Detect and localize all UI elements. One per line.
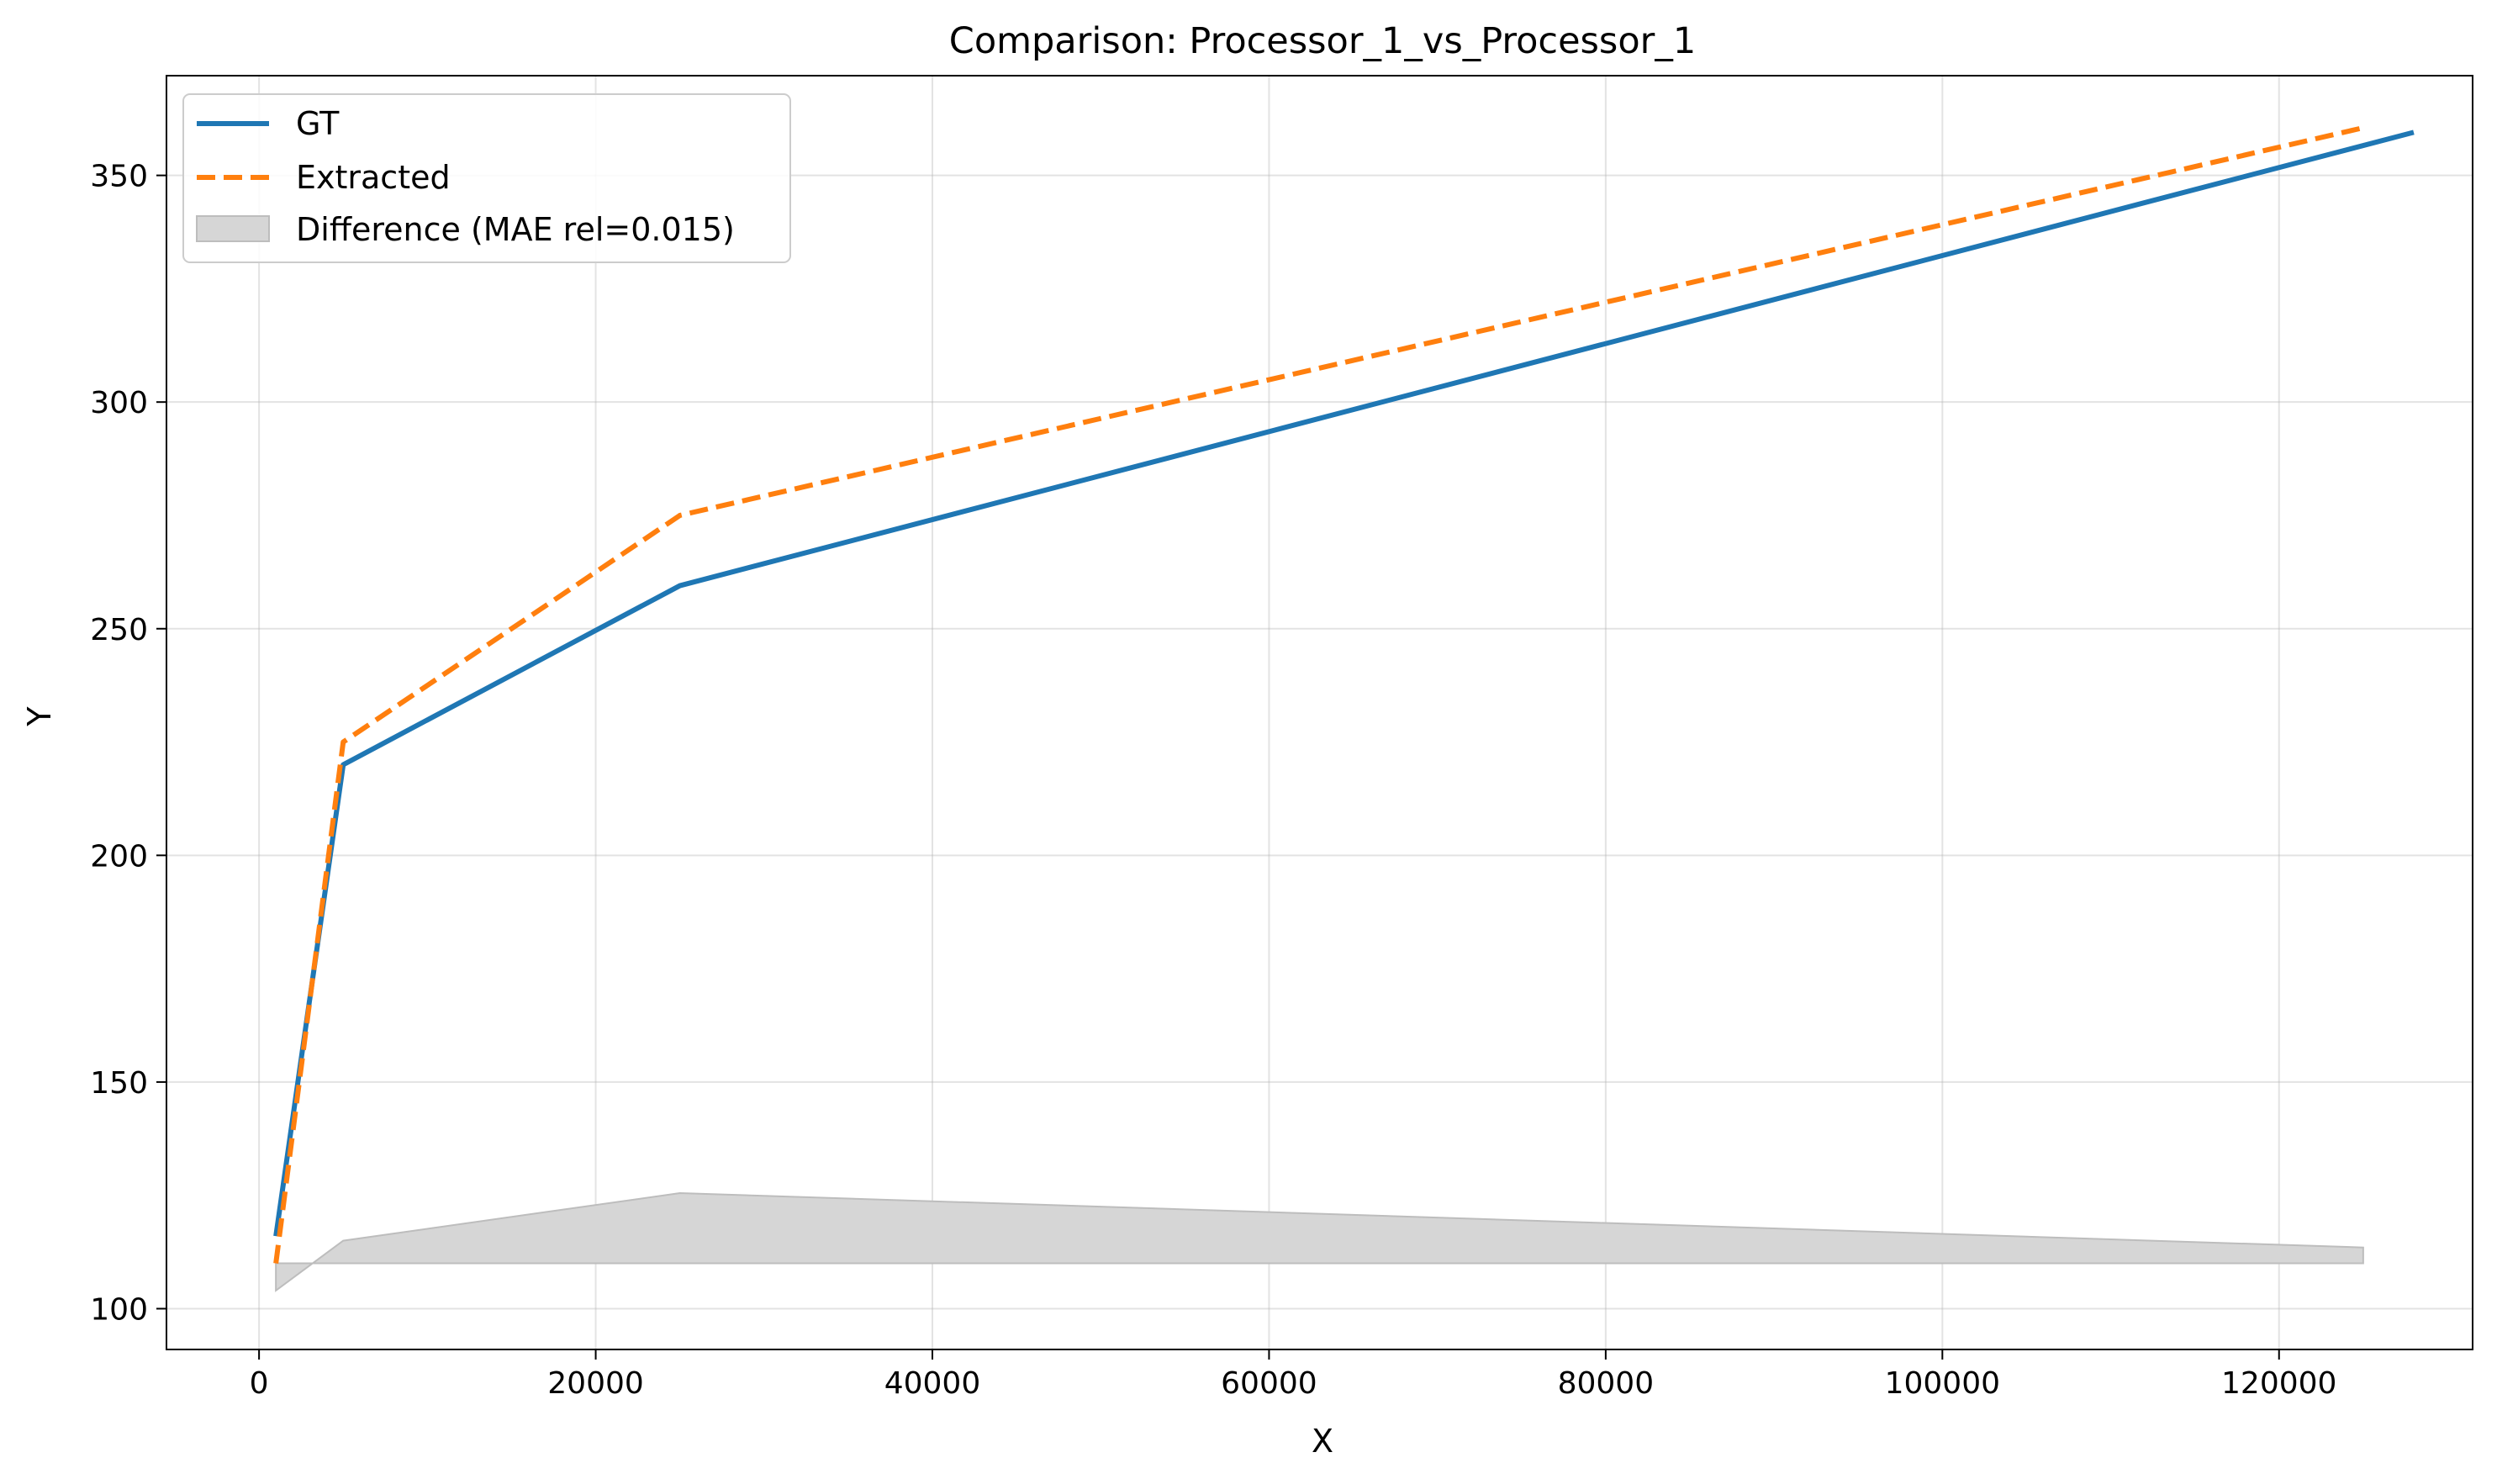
x-tick-label: 120000 [2221,1366,2336,1401]
x-tick-label: 100000 [1885,1366,2000,1401]
x-tick-label: 80000 [1558,1366,1655,1401]
x-axis-ticks: 0 20000 40000 60000 80000 100000 120000 [250,1349,2336,1401]
y-tick-label: 250 [90,613,148,647]
x-tick-label: 0 [250,1366,269,1401]
y-axis-label: Y [21,706,58,727]
legend-box [182,93,791,263]
y-tick-label: 100 [90,1292,148,1327]
legend-swatch-difference [196,215,270,242]
y-tick-label: 350 [90,160,148,194]
y-tick-label: 200 [90,839,148,874]
plot-frame [166,75,2473,1350]
x-axis-label: X [1312,1423,1333,1460]
x-tick-label: 60000 [1221,1366,1317,1401]
grid [166,76,2473,1349]
y-axis-ticks: 100 150 200 250 300 350 [90,160,166,1327]
x-tick-label: 20000 [547,1366,644,1401]
chart-title: Comparison: Processor_1_vs_Processor_1 [949,20,1696,62]
difference-area-layer [275,1191,2364,1292]
legend: GT Extracted Difference (MAE rel=0.015) [182,93,791,263]
series-layer [273,125,2415,1264]
y-tick-label: 300 [90,386,148,420]
difference-area [275,1191,2364,1292]
legend-label-gt: GT [296,105,340,142]
legend-label-difference: Difference (MAE rel=0.015) [296,211,735,248]
legend-label-extracted: Extracted [296,159,451,196]
y-tick-label: 150 [90,1066,148,1101]
series-line-extracted [273,125,2364,1264]
series-line-gt [273,129,2415,1237]
x-tick-label: 40000 [884,1366,981,1401]
